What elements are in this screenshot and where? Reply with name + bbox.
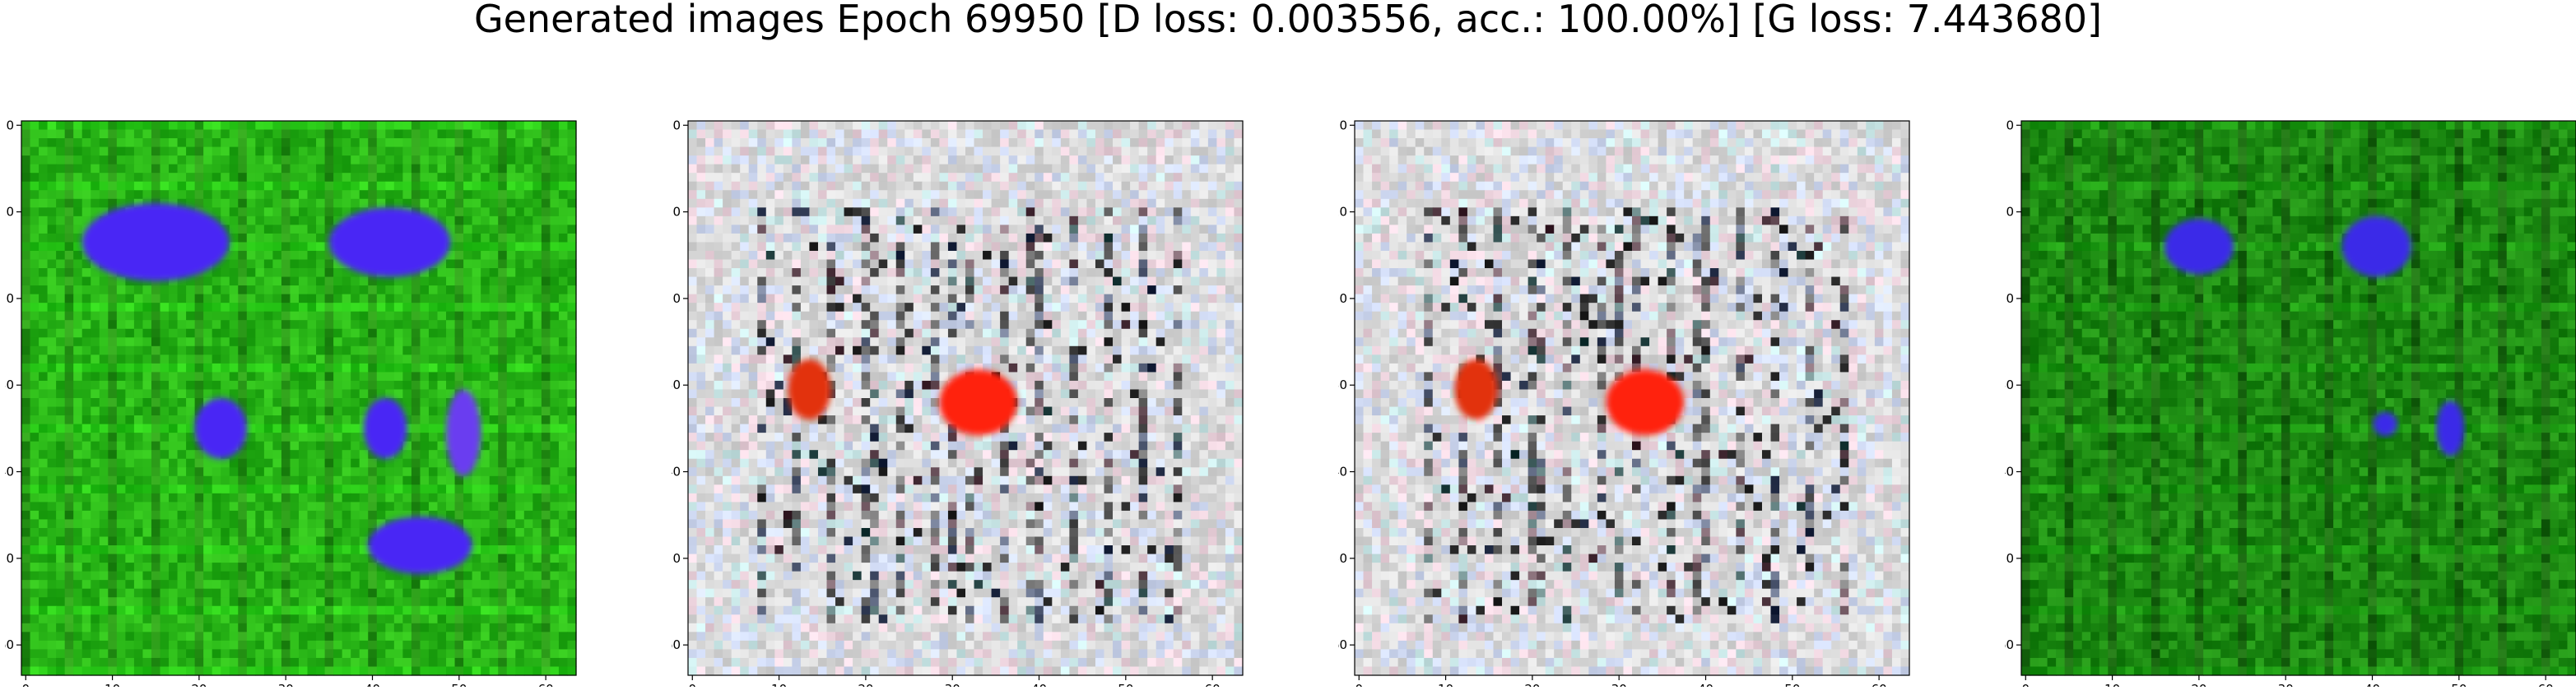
y-tick-label: 60 (672, 637, 681, 652)
y-tick-label: 50 (1338, 551, 1347, 566)
image-blob (81, 203, 230, 281)
y-tick-label: 10 (672, 205, 681, 220)
image-blob (2436, 401, 2465, 456)
x-tick-label: 40 (2364, 682, 2380, 687)
y-tick-label: 40 (672, 465, 681, 480)
generated-image-1: 0 0 10 10 20 20 30 30 40 40 50 50 60 60 (5, 119, 577, 687)
x-tick-label: 0 (1355, 682, 1363, 687)
subplot-2: 0 0 10 10 20 20 30 30 40 40 50 50 60 60 (672, 119, 1244, 687)
y-tick-label: 50 (672, 551, 681, 566)
y-tick-label: 50 (5, 551, 14, 566)
y-tick-label: 50 (2005, 551, 2014, 566)
image-blobs (788, 359, 1018, 436)
subplot-3: 0 0 10 10 20 20 30 30 40 40 50 50 60 60 (1338, 119, 1910, 687)
x-tick-label: 50 (451, 682, 467, 687)
y-tick-label: 30 (672, 378, 681, 392)
x-tick-label: 30 (1611, 682, 1627, 687)
x-tick-label: 10 (105, 682, 120, 687)
image-blob (194, 398, 247, 459)
image-blob (2341, 215, 2411, 277)
x-tick-label: 30 (2278, 682, 2294, 687)
x-tick-label: 50 (1118, 682, 1133, 687)
y-tick-label: 0 (1339, 119, 1347, 132)
y-tick-label: 10 (2005, 205, 2014, 220)
image-blob (2373, 411, 2398, 437)
image-blob (788, 359, 831, 420)
x-tick-label: 60 (1872, 682, 1887, 687)
image-blobs (1454, 359, 1685, 436)
image-pixels (21, 121, 577, 676)
x-tick-label: 60 (2538, 682, 2554, 687)
x-tick-label: 0 (2021, 682, 2030, 687)
image-blob (1606, 369, 1685, 436)
image-blob (328, 207, 451, 277)
figure-title: Generated images Epoch 69950 [D loss: 0.… (473, 0, 2103, 41)
x-tick-label: 10 (771, 682, 787, 687)
y-tick-label: 40 (5, 465, 14, 480)
image-blob (363, 398, 407, 459)
image-pixels (688, 121, 1244, 676)
x-tick-label: 10 (1438, 682, 1453, 687)
x-tick-label: 20 (2191, 682, 2206, 687)
image-blob (2164, 219, 2234, 275)
generated-image-3: 0 0 10 10 20 20 30 30 40 40 50 50 60 60 (1338, 119, 1910, 687)
x-tick-label: 0 (688, 682, 696, 687)
x-tick-label: 0 (21, 682, 30, 687)
axes-frame (2020, 120, 2576, 676)
y-tick-label: 0 (672, 119, 681, 132)
y-tick-label: 30 (5, 378, 14, 392)
x-tick-label: 60 (1205, 682, 1221, 687)
x-tick-label: 50 (1784, 682, 1800, 687)
axes-frame (1354, 120, 1910, 676)
image-pixels (2021, 121, 2576, 676)
x-tick-label: 30 (278, 682, 294, 687)
y-tick-label: 60 (2005, 637, 2014, 652)
y-tick-label: 10 (1338, 205, 1347, 220)
image-pixels (1355, 121, 1910, 676)
y-tick-label: 20 (2005, 291, 2014, 306)
x-tick-label: 10 (2104, 682, 2120, 687)
generated-image-4: 0 0 10 10 20 20 30 30 40 40 50 50 60 60 (2005, 119, 2576, 687)
y-tick-label: 30 (2005, 378, 2014, 392)
image-blob (939, 369, 1018, 436)
y-tick-label: 20 (1338, 291, 1347, 306)
x-tick-label: 20 (191, 682, 207, 687)
x-tick-label: 40 (1031, 682, 1047, 687)
x-tick-label: 50 (2451, 682, 2467, 687)
image-blob (368, 517, 472, 574)
axes-frame (687, 120, 1244, 676)
y-tick-label: 60 (1338, 637, 1347, 652)
x-tick-label: 60 (538, 682, 554, 687)
y-tick-label: 30 (1338, 378, 1347, 392)
y-tick-label: 20 (5, 291, 14, 306)
y-tick-label: 20 (672, 291, 681, 306)
image-blobs (81, 203, 481, 574)
subplot-1: 0 0 10 10 20 20 30 30 40 40 50 50 60 60 (5, 119, 577, 687)
image-blobs (2164, 215, 2465, 456)
x-tick-label: 20 (858, 682, 873, 687)
x-tick-label: 40 (1698, 682, 1713, 687)
image-blob (446, 389, 481, 476)
subplot-4: 0 0 10 10 20 20 30 30 40 40 50 50 60 60 (2005, 119, 2576, 687)
axes-frame (21, 120, 577, 676)
y-tick-label: 40 (1338, 465, 1347, 480)
y-tick-label: 10 (5, 205, 14, 220)
y-tick-label: 40 (2005, 465, 2014, 480)
x-tick-label: 30 (945, 682, 960, 687)
image-blob (1454, 359, 1498, 420)
generated-image-2: 0 0 10 10 20 20 30 30 40 40 50 50 60 60 (672, 119, 1244, 687)
y-tick-label: 0 (6, 119, 14, 132)
x-tick-label: 40 (365, 682, 380, 687)
x-tick-label: 20 (1524, 682, 1540, 687)
y-tick-label: 0 (2006, 119, 2014, 132)
y-tick-label: 60 (5, 637, 14, 652)
